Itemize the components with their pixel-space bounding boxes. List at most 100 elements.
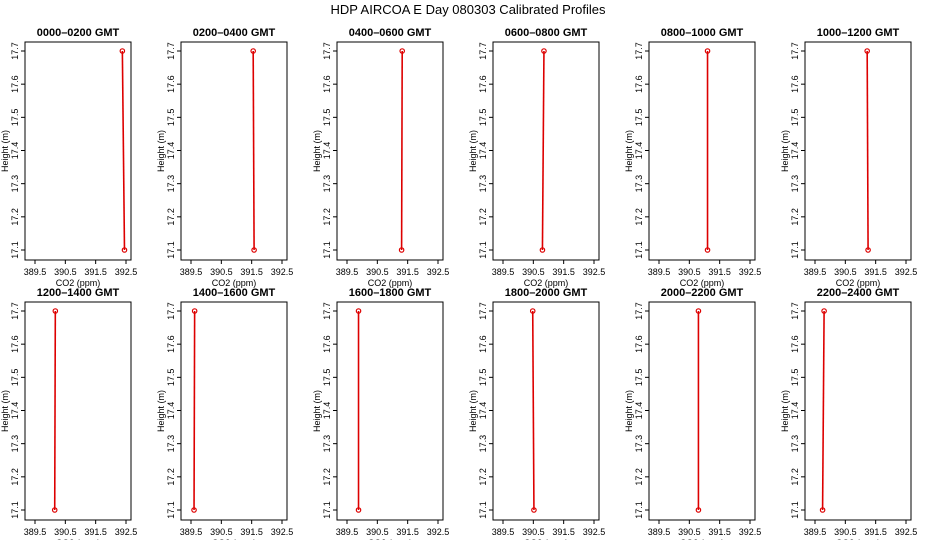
y-tick-label: 17.5 — [634, 369, 644, 387]
y-tick-label: 17.7 — [166, 42, 176, 60]
data-point — [191, 308, 198, 314]
y-tick-label: 17.7 — [790, 302, 800, 320]
x-tick-label: 391.5 — [708, 267, 731, 277]
plot-frame — [804, 301, 912, 521]
y-tick-label: 17.4 — [790, 402, 800, 420]
plot-frame — [336, 301, 444, 521]
x-axis-label: CO2 (ppm) — [836, 538, 881, 540]
y-tick-label: 17.1 — [10, 501, 20, 519]
chart-panel: 0800–1000 GMT 389.5 390.5 391.5 392.5 CO2 (pp… — [624, 27, 761, 288]
y-tick-label: 17.7 — [790, 42, 800, 60]
x-axis-label: CO2 (ppm) — [524, 538, 569, 540]
y-tick-label: 17.5 — [166, 369, 176, 387]
plot-frame — [492, 41, 600, 261]
y-tick-label: 17.4 — [166, 402, 176, 420]
y-tick-label: 17.3 — [322, 435, 332, 453]
y-tick-label: 17.7 — [166, 302, 176, 320]
y-tick-label: 17.2 — [322, 468, 332, 486]
x-tick-label: 390.5 — [678, 527, 701, 537]
plot-frame — [336, 41, 444, 261]
x-tick-label: 389.5 — [804, 527, 827, 537]
x-axis-label: CO2 (ppm) — [212, 538, 257, 540]
data-point — [52, 308, 59, 314]
y-tick-label: 17.7 — [634, 42, 644, 60]
y-tick-label: 17.6 — [790, 335, 800, 353]
data-point — [121, 247, 128, 253]
x-tick-label: 391.5 — [396, 267, 419, 277]
profile-line — [821, 310, 825, 511]
data-point — [250, 48, 256, 54]
x-tick-label: 390.5 — [366, 527, 389, 537]
y-tick-label: 17.7 — [478, 302, 488, 320]
x-tick-label: 392.5 — [895, 267, 918, 277]
y-tick-label: 17.5 — [10, 109, 20, 127]
x-tick-label: 389.5 — [180, 267, 203, 277]
x-tick-label: 391.5 — [708, 527, 731, 537]
y-axis-label: Height (m) — [468, 130, 478, 172]
panel-title: 2200–2400 GMT — [817, 287, 900, 299]
y-axis-label: Height (m) — [468, 390, 478, 432]
x-axis-label: CO2 (ppm) — [680, 278, 725, 288]
y-tick-label: 17.1 — [634, 501, 644, 519]
chart-panel: 0200–0400 GMT 389.5 390.5 391.5 392.5 CO2 (pp… — [156, 27, 293, 288]
y-tick-label: 17.3 — [166, 435, 176, 453]
x-tick-label: 392.5 — [583, 267, 606, 277]
x-tick-label: 392.5 — [739, 267, 762, 277]
x-tick-label: 390.5 — [678, 267, 701, 277]
plot-frame — [180, 41, 288, 261]
y-tick-label: 17.2 — [478, 208, 488, 226]
y-tick-label: 17.4 — [634, 142, 644, 160]
x-tick-label: 391.5 — [240, 267, 263, 277]
x-tick-label: 390.5 — [210, 527, 233, 537]
y-tick-label: 17.4 — [634, 402, 644, 420]
y-tick-label: 17.1 — [166, 241, 176, 259]
y-tick-label: 17.7 — [634, 302, 644, 320]
x-tick-label: 390.5 — [834, 527, 857, 537]
chart-panel: 1200–1400 GMT 389.5 390.5 391.5 392.5 CO2 (pp… — [0, 287, 137, 540]
y-tick-label: 17.2 — [166, 468, 176, 486]
y-tick-label: 17.1 — [10, 241, 20, 259]
y-tick-label: 17.6 — [478, 335, 488, 353]
chart-panel: 1600–1800 GMT 389.5 390.5 391.5 392.5 CO2 (pp… — [312, 287, 449, 540]
x-tick-label: 392.5 — [895, 527, 918, 537]
x-axis-label: CO2 (ppm) — [212, 278, 257, 288]
x-tick-label: 390.5 — [522, 527, 545, 537]
y-axis-label: Height (m) — [780, 390, 790, 432]
plot-frame — [648, 301, 756, 521]
panel-title: 2000–2200 GMT — [661, 287, 744, 299]
y-tick-label: 17.2 — [478, 468, 488, 486]
panel-title: 1200–1400 GMT — [37, 287, 120, 299]
x-tick-label: 389.5 — [336, 267, 359, 277]
x-tick-label: 391.5 — [864, 527, 887, 537]
y-tick-label: 17.3 — [790, 435, 800, 453]
y-tick-label: 17.3 — [634, 175, 644, 193]
data-point — [695, 308, 702, 314]
panel-title: 0800–1000 GMT — [661, 27, 744, 39]
y-tick-label: 17.2 — [634, 468, 644, 486]
x-tick-label: 391.5 — [396, 527, 419, 537]
y-tick-label: 17.6 — [322, 75, 332, 93]
panel-title: 0600–0800 GMT — [505, 27, 588, 39]
x-tick-label: 389.5 — [804, 267, 827, 277]
panel-title: 1000–1200 GMT — [817, 27, 900, 39]
data-point — [251, 247, 257, 253]
data-point — [51, 507, 58, 513]
x-tick-label: 389.5 — [24, 527, 47, 537]
y-tick-label: 17.1 — [322, 241, 332, 259]
plot-frame — [804, 41, 912, 261]
x-tick-label: 389.5 — [180, 527, 203, 537]
data-point — [539, 247, 546, 253]
y-tick-label: 17.5 — [478, 369, 488, 387]
data-point — [191, 507, 197, 513]
x-tick-label: 391.5 — [864, 267, 887, 277]
y-tick-label: 17.6 — [790, 75, 800, 93]
y-axis-label: Height (m) — [0, 130, 10, 172]
plot-frame — [648, 41, 756, 261]
y-tick-label: 17.3 — [322, 175, 332, 193]
y-tick-label: 17.3 — [790, 175, 800, 193]
y-axis-label: Height (m) — [624, 390, 634, 432]
profile-line — [531, 310, 535, 511]
y-tick-label: 17.2 — [322, 208, 332, 226]
profile-line — [252, 50, 255, 251]
